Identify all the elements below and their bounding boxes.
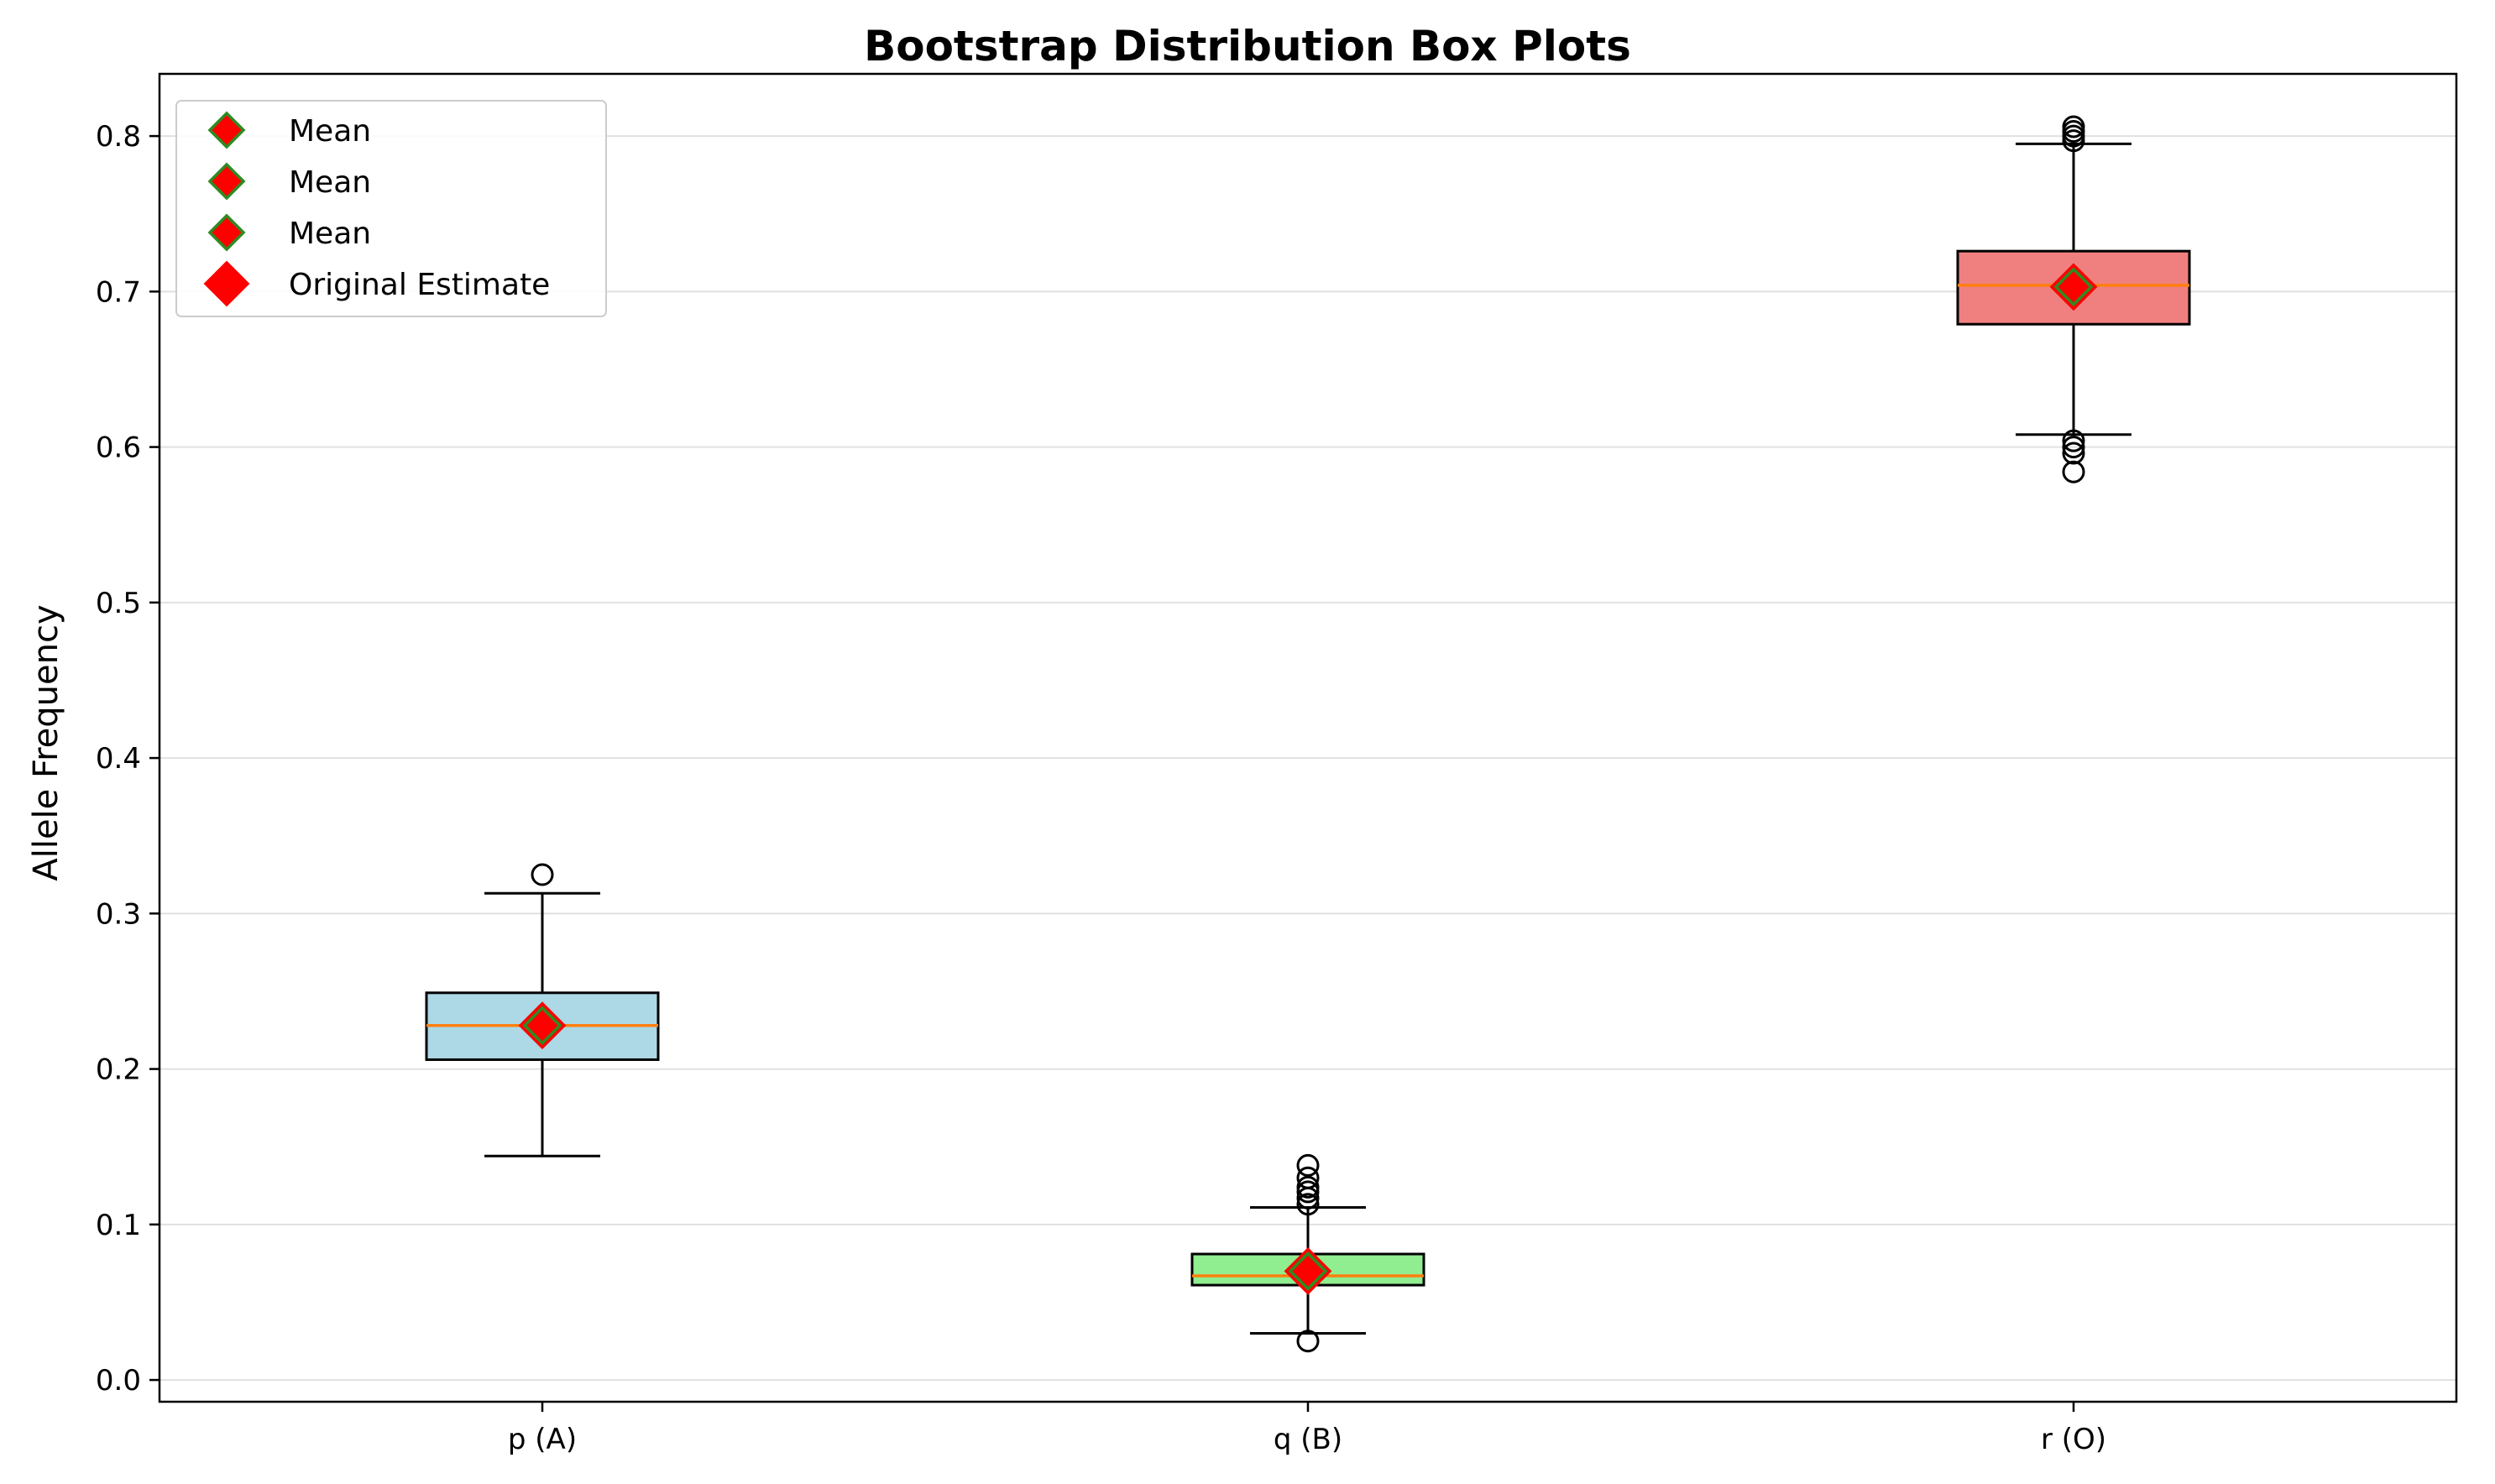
outlier-point (531, 863, 554, 886)
legend-estimate-marker (203, 260, 250, 307)
legend: Mean Mean Mean Original Estimate (175, 100, 607, 317)
box-plots (425, 115, 2191, 1353)
mean-marker (522, 1006, 562, 1046)
mean-marker (2053, 267, 2094, 307)
box-ro (1956, 115, 2191, 483)
y-tick-label: 0.8 (96, 120, 141, 154)
x-tick-label: r (O) (2041, 1423, 2106, 1456)
y-tick-label: 0.0 (96, 1364, 141, 1398)
box-pa (425, 863, 660, 1157)
outlier-point (1296, 1330, 1320, 1353)
legend-label: Original Estimate (289, 268, 550, 302)
outlier-point (2062, 429, 2085, 452)
axes: 0.0 0.1 0.2 0.3 0.4 0.5 0.6 0.7 0.8 p (A) q (B) r (… (96, 120, 2106, 1456)
y-tick-label: 0.4 (96, 742, 141, 776)
outlier-point (1296, 1193, 1320, 1216)
mean-marker (1288, 1251, 1328, 1291)
outlier-point (1296, 1175, 1320, 1199)
x-tick-label: q (B) (1274, 1423, 1342, 1456)
legend-mean-marker (207, 111, 246, 149)
y-tick-label: 0.1 (96, 1209, 141, 1242)
box-qb (1190, 1153, 1425, 1353)
outlier-point (1296, 1153, 1320, 1177)
legend-mean-marker (207, 162, 246, 201)
y-axis-label: Allele Frequency (27, 604, 65, 880)
outlier-point (2062, 460, 2085, 483)
legend-box (175, 100, 607, 317)
legend-label: Mean (289, 165, 371, 200)
legend-mean-marker (207, 213, 246, 252)
chart-title: Bootstrap Distribution Box Plots (864, 22, 1631, 71)
y-tick-label: 0.3 (96, 897, 141, 931)
outlier-point (2062, 436, 2085, 459)
y-tick-label: 0.2 (96, 1053, 141, 1087)
outlier-point (2062, 442, 2085, 465)
outlier-point (1296, 1166, 1320, 1189)
y-tick-label: 0.6 (96, 431, 141, 465)
x-tick-label: p (A) (508, 1423, 577, 1456)
y-tick-label: 0.7 (96, 275, 141, 309)
legend-label: Mean (289, 114, 371, 149)
outlier-point (2062, 115, 2085, 138)
legend-label: Mean (289, 217, 371, 251)
y-tick-label: 0.5 (96, 587, 141, 620)
